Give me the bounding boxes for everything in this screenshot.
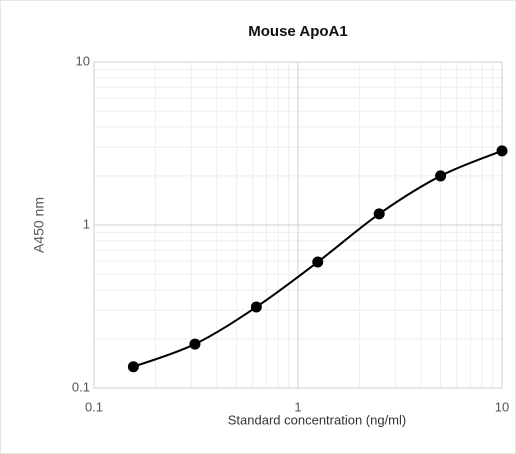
y-tick-label: 10 <box>76 53 90 68</box>
x-tick-label: 0.1 <box>85 399 103 414</box>
chart-title: Mouse ApoA1 <box>248 23 347 40</box>
x-tick-label: 1 <box>294 399 301 414</box>
point <box>189 338 201 350</box>
point <box>435 170 447 182</box>
x-axis-label: Standard concentration (ng/ml) <box>228 412 406 427</box>
point <box>496 145 508 157</box>
x-tick-label: 10 <box>495 399 509 414</box>
y-tick-label: 0.1 <box>72 379 90 394</box>
plot-border <box>93 61 503 389</box>
point <box>373 208 385 220</box>
y-tick-label: 1 <box>83 216 90 231</box>
point <box>127 361 139 373</box>
point <box>250 301 262 313</box>
point <box>312 256 324 268</box>
y-axis-label: A450 nm <box>31 197 47 253</box>
